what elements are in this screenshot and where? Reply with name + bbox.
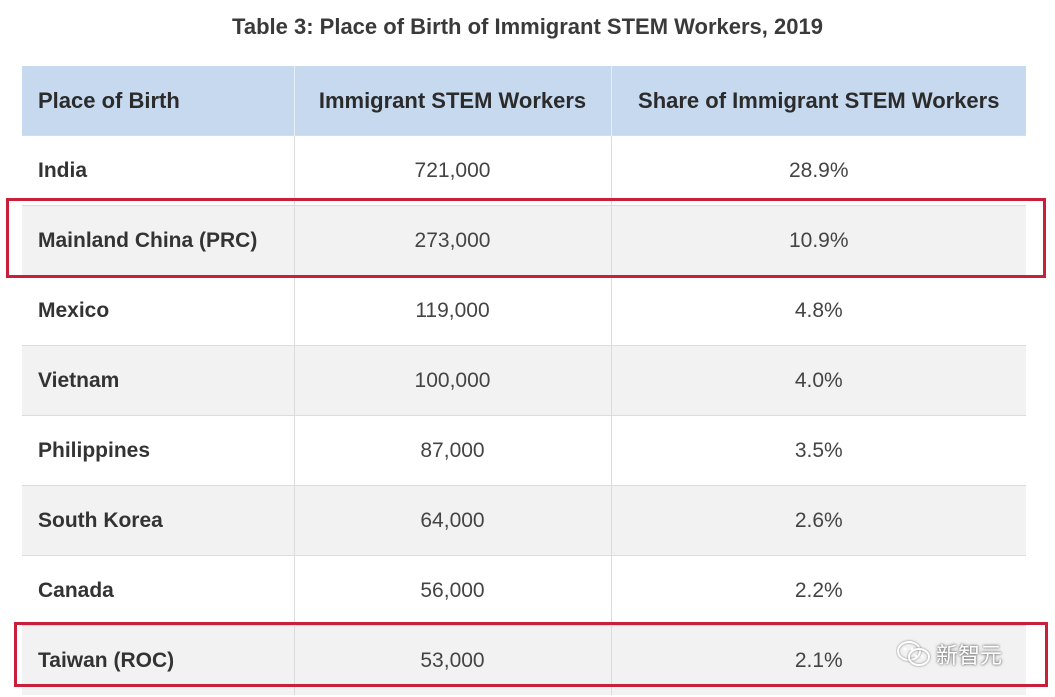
table-row: Canada 56,000 2.2% [22, 555, 1026, 626]
cell-workers: 56,000 [294, 555, 612, 626]
cell-share: 4.0% [611, 345, 1026, 416]
cell-workers: 53,000 [294, 625, 612, 695]
watermark: 新智元 [896, 638, 1002, 670]
cell-place: South Korea [22, 485, 295, 556]
watermark-text: 新智元 [936, 643, 1003, 668]
cell-place: Canada [22, 555, 295, 626]
table-row: Mexico 119,000 4.8% [22, 275, 1026, 346]
table-row: South Korea 64,000 2.6% [22, 485, 1026, 556]
data-table: Place of Birth Immigrant STEM Workers Sh… [22, 66, 1026, 695]
table-title: Table 3: Place of Birth of Immigrant STE… [232, 14, 823, 39]
column-header-place: Place of Birth [22, 66, 295, 136]
cell-share: 2.1% [611, 625, 1026, 695]
cell-place: Mexico [22, 275, 295, 346]
cell-place: Philippines [22, 415, 295, 486]
cell-workers: 273,000 [294, 205, 612, 276]
highlight-box-taiwan [14, 622, 1048, 687]
cell-share: 28.9% [611, 135, 1026, 206]
cell-workers: 119,000 [294, 275, 612, 346]
table-row: Vietnam 100,000 4.0% [22, 345, 1026, 416]
cell-share: 3.5% [611, 415, 1026, 486]
cell-place: India [22, 135, 295, 206]
table-row: India 721,000 28.9% [22, 135, 1026, 206]
table-row: Philippines 87,000 3.5% [22, 415, 1026, 486]
column-header-share: Share of Immigrant STEM Workers [611, 66, 1026, 136]
cell-share: 4.8% [611, 275, 1026, 346]
cell-share: 2.6% [611, 485, 1026, 556]
column-header-workers: Immigrant STEM Workers [294, 66, 612, 136]
cell-place: Taiwan (ROC) [22, 625, 295, 695]
cell-share: 10.9% [611, 205, 1026, 276]
wechat-icon [897, 641, 930, 666]
highlight-box-mainland-china [6, 198, 1046, 278]
cell-workers: 100,000 [294, 345, 612, 416]
header-row: Place of Birth Immigrant STEM Workers Sh… [22, 66, 1026, 136]
cell-workers: 87,000 [294, 415, 612, 486]
table-row: Taiwan (ROC) 53,000 2.1% [22, 625, 1026, 695]
table-row: Mainland China (PRC) 273,000 10.9% [22, 205, 1026, 276]
cell-workers: 64,000 [294, 485, 612, 556]
cell-place: Mainland China (PRC) [22, 205, 295, 276]
cell-workers: 721,000 [294, 135, 612, 206]
cell-share: 2.2% [611, 555, 1026, 626]
cell-place: Vietnam [22, 345, 295, 416]
